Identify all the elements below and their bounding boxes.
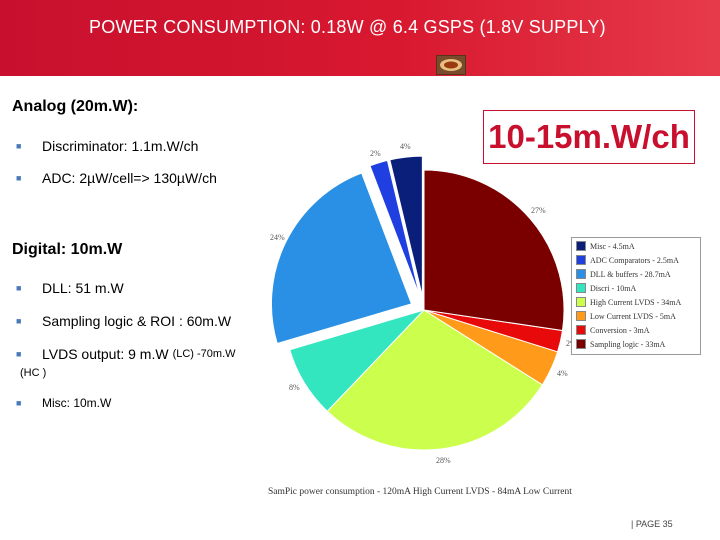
analog-item-adc: ■ ADC: 2µW/cell=> 130µW/ch [16,170,217,186]
digital-item-dll: ■ DLL: 51 m.W [16,280,124,296]
legend-label: Misc - 4.5mA [590,241,635,251]
bullet-icon: ■ [16,349,22,359]
legend-label: High Current LVDS - 34mA [590,297,682,307]
legend-label: Discri - 10mA [590,283,637,293]
digital-item-label: Misc: 10m.W [42,396,112,410]
pie-label-lc-lvds: 4% [557,369,568,378]
legend-item: Conversion - 3mA [576,325,650,335]
slide-header: POWER CONSUMPTION: 0.18W @ 6.4 GSPS (1.8… [0,0,720,76]
legend-swatch [576,269,586,279]
legend-swatch [576,297,586,307]
pie-slice-hc-lvds [326,309,544,451]
pie-label-discri: 8% [289,383,300,392]
legend-swatch [576,311,586,321]
pie-legend: Misc - 4.5mA ADC Comparators - 2.5mA DLL… [571,237,701,355]
legend-swatch [576,339,586,349]
legend-item: Sampling logic - 33mA [576,339,665,349]
bullet-icon: ■ [16,316,22,326]
pie-label-dll: 24% [270,233,285,242]
page-number: | PAGE 35 [631,519,673,529]
bullet-icon: ■ [16,398,22,408]
digital-heading: Digital: 10m.W [12,241,123,258]
digital-item-misc: ■ Misc: 10m.W [16,396,111,410]
digital-item-label: DLL: 51 m.W [42,280,124,296]
digital-item-label: Sampling logic & ROI : 60m.W [42,313,232,329]
legend-item: Misc - 4.5mA [576,241,635,251]
legend-label: Conversion - 3mA [590,325,650,335]
digital-item-lvds: ■ LVDS output: 9 m.W (LC) -70m.W [16,346,236,362]
analog-heading: Analog (20m.W): [12,98,139,115]
bullet-icon: ■ [16,141,22,151]
digital-item-lvds-hc: (HC ) [20,367,47,379]
legend-swatch [576,325,586,335]
analog-item-label: ADC: 2µW/cell=> 130µW/ch [42,170,217,186]
legend-swatch [576,255,586,265]
pie-slice-misc [389,155,423,297]
logo-icon [436,55,466,75]
per-channel-power-highlight: 10-15m.W/ch [483,110,695,164]
legend-label: Sampling logic - 33mA [590,339,666,349]
pie-label-hc-lvds: 28% [436,456,451,465]
legend-label: DLL & buffers - 28.7mA [590,269,671,279]
legend-item: High Current LVDS - 34mA [576,297,681,307]
slide-title: POWER CONSUMPTION: 0.18W @ 6.4 GSPS (1.8… [89,17,606,37]
digital-item-sampling: ■ Sampling logic & ROI : 60m.W [16,313,231,329]
legend-swatch [576,241,586,251]
pie-slice-adc [369,159,421,297]
legend-item: ADC Comparators - 2.5mA [576,255,679,265]
pie-label-adc: 2% [370,149,381,158]
analog-item-discriminator: ■ Discriminator: 1.1m.W/ch [16,138,198,154]
analog-item-label: Discriminator: 1.1m.W/ch [42,138,199,154]
digital-item-lvds-lc: (LC) -70m.W [172,348,236,360]
legend-label: ADC Comparators - 2.5mA [590,255,679,265]
pie-label-sampling: 27% [531,206,546,215]
legend-label: Low Current LVDS - 5mA [590,311,676,321]
chart-caption: SamPic power consumption - 120mA High Cu… [268,487,572,497]
pie-slice-sampling [423,169,565,332]
legend-item: Low Current LVDS - 5mA [576,311,676,321]
bullet-icon: ■ [16,283,22,293]
legend-swatch [576,283,586,293]
digital-item-label: LVDS output: 9 m.W [42,346,169,362]
legend-item: Discri - 10mA [576,283,636,293]
bullet-icon: ■ [16,173,22,183]
pie-label-misc: 4% [400,142,411,151]
pie-slice-dll [270,172,413,345]
legend-item: DLL & buffers - 28.7mA [576,269,671,279]
